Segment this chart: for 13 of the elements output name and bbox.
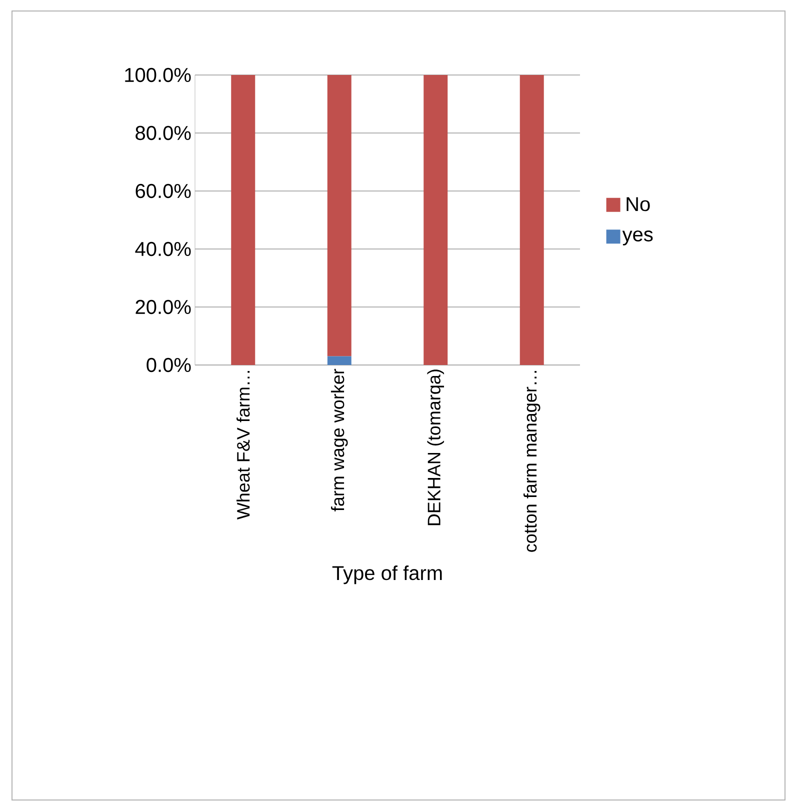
y-tick-label: 100.0% [125,68,191,82]
x-tick-label: Wheat F&V farm… [236,370,250,520]
legend-label: No [626,197,650,212]
x-axis-title: Type of farm [332,565,442,584]
x-tick-label: DEKHAN (tomarqa) [427,370,444,526]
x-tick-label: cotton farm manager… [523,371,540,552]
y-tick-label: 60.0% [136,184,191,198]
y-tick-label: 20.0% [136,300,191,314]
y-tick-label: 0.0% [146,358,191,372]
x-tick-label: farm wage worker [330,368,348,512]
legend-label: yes [622,230,653,246]
y-tick-label: 40.0% [135,242,191,256]
y-tick-label: 80.0% [136,126,191,140]
